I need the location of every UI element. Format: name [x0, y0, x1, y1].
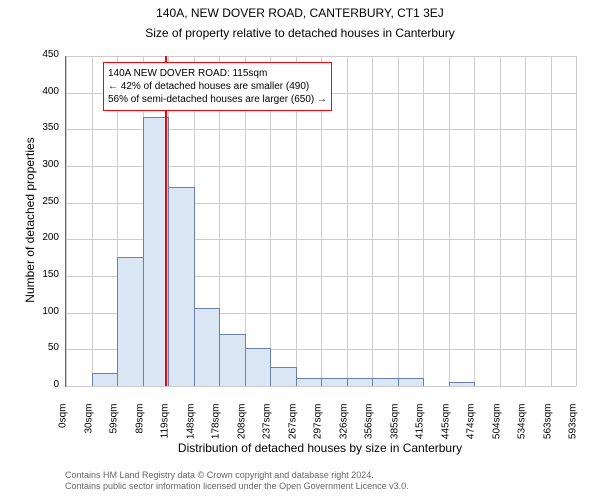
bar [372, 378, 399, 386]
x-axis-label: Distribution of detached houses by size … [65, 441, 575, 455]
xtick-label: 89sqm [134, 404, 145, 434]
xtick-label: 534sqm [517, 404, 528, 440]
bar [449, 382, 476, 386]
callout-line: 56% of semi-detached houses are larger (… [108, 93, 327, 106]
y-axis-label: Number of detached properties [23, 60, 37, 380]
chart-title: 140A, NEW DOVER ROAD, CANTERBURY, CT1 3E… [0, 6, 600, 20]
gridline-v [449, 56, 450, 386]
callout-line: ← 42% of detached houses are smaller (49… [108, 80, 327, 93]
xtick-label: 0sqm [58, 404, 69, 428]
gridline-v [347, 56, 348, 386]
callout-line: 140A NEW DOVER ROAD: 115sqm [108, 67, 327, 80]
bar [398, 378, 425, 386]
gridline-v [576, 56, 577, 386]
xtick-label: 593sqm [568, 404, 579, 440]
attribution-line: Contains public sector information licen… [65, 481, 409, 492]
bar [219, 334, 246, 386]
bar [321, 378, 348, 386]
gridline-v [372, 56, 373, 386]
attribution-line: Contains HM Land Registry data © Crown c… [65, 470, 409, 481]
gridline-v [423, 56, 424, 386]
gridline-v [474, 56, 475, 386]
bar [347, 378, 374, 386]
ytick-label: 0 [27, 379, 59, 390]
bar [270, 367, 297, 386]
callout-box: 140A NEW DOVER ROAD: 115sqm← 42% of deta… [103, 62, 332, 111]
xtick-label: 563sqm [542, 404, 553, 440]
gridline-h [66, 386, 576, 387]
xtick-label: 119sqm [160, 404, 171, 439]
xtick-label: 326sqm [338, 404, 349, 440]
xtick-label: 474sqm [466, 404, 477, 440]
bar [92, 373, 119, 386]
gridline-v [92, 56, 93, 386]
xtick-label: 297sqm [313, 404, 324, 440]
xtick-label: 267sqm [287, 404, 298, 440]
bar [168, 187, 195, 386]
bar [117, 257, 144, 386]
xtick-label: 504sqm [491, 404, 502, 440]
gridline-v [398, 56, 399, 386]
xtick-label: 30sqm [83, 404, 94, 434]
bar [296, 378, 323, 386]
bar [245, 348, 272, 386]
ytick-label: 450 [27, 49, 59, 60]
xtick-label: 59sqm [109, 404, 120, 434]
xtick-label: 208sqm [236, 404, 247, 440]
bar [194, 308, 221, 386]
gridline-v [66, 56, 67, 386]
gridline-v [551, 56, 552, 386]
gridline-v [500, 56, 501, 386]
xtick-label: 356sqm [364, 404, 375, 440]
xtick-label: 237sqm [262, 404, 273, 440]
xtick-label: 415sqm [415, 404, 426, 440]
xtick-label: 178sqm [211, 404, 222, 440]
gridline-v [525, 56, 526, 386]
attribution: Contains HM Land Registry data © Crown c… [65, 470, 409, 493]
xtick-label: 445sqm [440, 404, 451, 440]
chart-subtitle: Size of property relative to detached ho… [0, 26, 600, 40]
xtick-label: 148sqm [185, 404, 196, 440]
xtick-label: 385sqm [389, 404, 400, 440]
